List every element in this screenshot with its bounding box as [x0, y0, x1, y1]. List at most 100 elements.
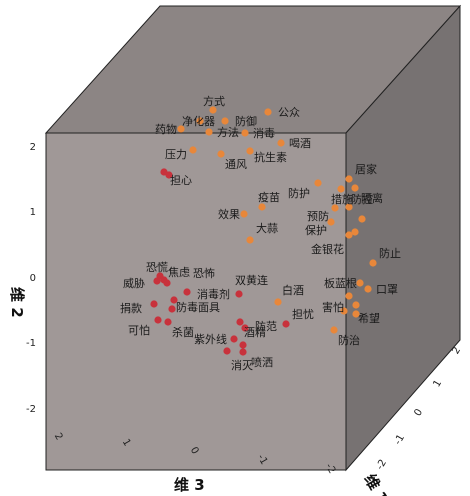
data-point	[246, 236, 254, 244]
data-label: 喷洒	[251, 356, 273, 369]
data-point	[352, 301, 360, 309]
data-label: 板蓝根	[324, 276, 357, 290]
data-point	[239, 341, 247, 349]
data-point	[258, 203, 266, 211]
x-axis-title: 维 3	[174, 476, 205, 494]
data-point	[345, 203, 353, 211]
data-label: 措施	[331, 192, 353, 206]
data-label: 害怕	[322, 300, 344, 314]
data-point	[246, 147, 254, 155]
data-label: 预防	[307, 209, 329, 223]
data-point	[205, 128, 213, 136]
data-label: 金银花	[311, 242, 344, 256]
y-axis-title: 维 2	[8, 287, 26, 318]
data-label: 酒精	[244, 326, 266, 339]
data-point	[209, 106, 217, 114]
data-label: 抗生素	[254, 150, 287, 164]
x-axis-ticks: 2 1 0 -1 -2	[52, 431, 338, 476]
data-point	[165, 171, 173, 179]
data-label: 大蒜	[256, 221, 278, 235]
data-label: 防毒面具	[176, 300, 220, 314]
data-point	[331, 204, 339, 212]
data-points	[150, 106, 377, 356]
data-point	[351, 184, 359, 192]
data-point	[235, 290, 243, 298]
data-point	[217, 150, 225, 158]
y-tick-label: 0	[30, 273, 36, 284]
data-point	[223, 347, 231, 355]
data-label: 方法	[217, 125, 239, 139]
data-label: 可怕	[128, 324, 150, 337]
data-label: 净化器	[182, 114, 215, 128]
data-label: 消灭	[231, 358, 253, 372]
y-tick-label: -2	[26, 404, 36, 415]
x-tick-label: -1	[255, 453, 270, 467]
data-point	[168, 305, 176, 313]
data-label: 防范	[255, 319, 277, 333]
data-point	[183, 288, 191, 296]
y-tick-label: 1	[30, 207, 36, 218]
x-tick-label: 0	[188, 445, 201, 456]
data-label: 紫外线	[194, 332, 227, 346]
data-label: 恐怖	[193, 266, 215, 280]
data-point	[345, 292, 353, 300]
data-label: 杀菌	[172, 325, 194, 339]
z-axis-ticks: 2 1 0 -1-2	[375, 345, 464, 472]
data-point	[239, 348, 247, 356]
data-label: 防护	[288, 186, 310, 200]
data-label: 焦虑	[168, 266, 190, 279]
z-axis-title: 维 1	[361, 471, 392, 496]
y-axis-ticks: 2 1 0 -1 -2	[26, 142, 36, 415]
data-point	[282, 320, 290, 328]
data-label: 通风	[225, 158, 247, 171]
data-point	[221, 117, 229, 125]
data-label: 药物	[155, 122, 177, 136]
data-point	[330, 326, 338, 334]
data-label: 消毒剂	[197, 287, 230, 301]
data-point	[241, 129, 249, 137]
data-point	[358, 215, 366, 223]
data-label: 居家	[355, 162, 377, 176]
data-point	[196, 117, 204, 125]
data-label: 保护	[305, 223, 327, 237]
x-tick-label: 1	[120, 437, 133, 448]
z-tick-label: 2	[450, 345, 463, 356]
data-point	[163, 279, 171, 287]
data-label: 方式	[203, 94, 225, 108]
data-label: 双黄连	[235, 273, 268, 287]
z-tick-label: -1	[393, 433, 408, 447]
data-point	[364, 285, 372, 293]
data-label: 防治	[338, 333, 360, 347]
data-point	[337, 185, 345, 193]
data-point	[340, 307, 348, 315]
data-label: 白酒	[282, 283, 304, 297]
data-point	[274, 298, 282, 306]
data-label: 消毒	[253, 126, 275, 140]
data-label: 防止	[379, 246, 401, 260]
data-label: 口罩	[376, 283, 398, 296]
data-point	[150, 300, 158, 308]
x-tick-label: 2	[52, 431, 65, 442]
data-point	[356, 279, 364, 287]
data-point	[240, 210, 248, 218]
data-point	[314, 179, 322, 187]
data-label: 防御	[235, 114, 257, 128]
data-point	[345, 175, 353, 183]
data-label: 担忧	[292, 307, 314, 321]
data-point	[230, 335, 238, 343]
data-point	[327, 218, 335, 226]
data-label: 威胁	[123, 276, 145, 290]
data-label: 恐慌	[146, 261, 168, 274]
data-point	[177, 125, 185, 133]
data-label: 担心	[170, 173, 192, 187]
y-tick-label: 2	[30, 142, 36, 153]
data-point	[153, 277, 161, 285]
data-point	[277, 139, 285, 147]
data-point	[154, 316, 162, 324]
z-tick-label: -2	[375, 458, 390, 472]
z-tick-label: 1	[431, 378, 444, 389]
data-label: 疫苗	[258, 190, 280, 204]
data-point	[369, 259, 377, 267]
data-label: 希望	[358, 311, 380, 325]
data-label: 效果	[218, 207, 240, 221]
